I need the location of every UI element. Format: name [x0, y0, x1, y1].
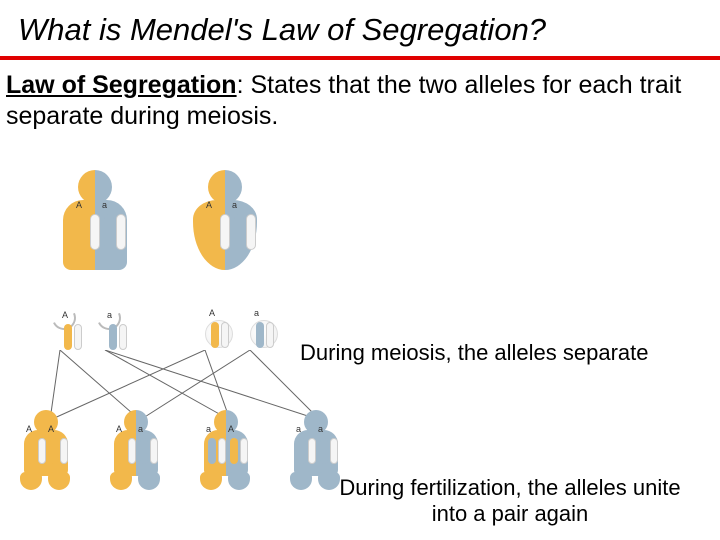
- chromosome-pair: a: [104, 214, 126, 250]
- chromosome-icon: A: [211, 322, 219, 348]
- chromosome-icon: [266, 322, 274, 348]
- chromosome-pair: a: [234, 214, 256, 250]
- chromosome-pair: a: [208, 438, 226, 464]
- allele-label: a: [318, 424, 323, 434]
- chromosome-pair: A: [50, 438, 68, 464]
- chromosome-icon: [90, 214, 100, 250]
- slide-title: What is Mendel's Law of Segregation?: [0, 0, 720, 56]
- parent-father: A a: [50, 170, 140, 290]
- baby-feet-icon: [20, 472, 70, 490]
- chromosome-icon: [119, 324, 127, 350]
- chromosome-icon: a: [208, 438, 216, 464]
- allele-label: a: [138, 424, 143, 434]
- chromosome-pair: A: [64, 324, 82, 350]
- allele-label: a: [296, 424, 301, 434]
- chromosome-pair: A: [78, 214, 100, 250]
- gamete-sperm: A: [60, 320, 90, 350]
- allele-label: A: [228, 424, 234, 434]
- chromosome-icon: A: [78, 214, 88, 250]
- caption-fertilization: During fertilization, the alleles unite …: [320, 475, 700, 528]
- allele-label: a: [206, 424, 211, 434]
- chromosome-pair: a: [109, 324, 127, 350]
- baby-feet-icon: [200, 472, 250, 490]
- caption-meiosis: During meiosis, the alleles separate: [300, 340, 649, 366]
- allele-label: A: [206, 200, 212, 210]
- allele-label: A: [48, 424, 54, 434]
- chromosome-icon: [74, 324, 82, 350]
- chromosome-icon: [220, 214, 230, 250]
- allele-label: A: [26, 424, 32, 434]
- chromosome-pair: a: [298, 438, 316, 464]
- chromosome-icon: [246, 214, 256, 250]
- chromosome-icon: [116, 214, 126, 250]
- allele-label: A: [209, 308, 215, 318]
- chromosome-pair: A: [208, 214, 230, 250]
- gamete-egg: A: [205, 320, 235, 350]
- chromosome-icon: a: [234, 214, 244, 250]
- chromosome-icon: a: [256, 322, 264, 348]
- allele-label: A: [116, 424, 122, 434]
- chromosome-icon: a: [109, 324, 117, 350]
- chromosome-icon: [150, 438, 158, 464]
- chromosome-icon: a: [320, 438, 328, 464]
- chromosome-pair: a: [320, 438, 338, 464]
- chromosome-pair: A: [118, 438, 136, 464]
- chromosome-icon: A: [118, 438, 126, 464]
- chromosome-icon: a: [298, 438, 306, 464]
- chromosome-icon: [38, 438, 46, 464]
- chromosome-icon: A: [208, 214, 218, 250]
- chromosome-icon: [240, 438, 248, 464]
- chromosome-icon: A: [28, 438, 36, 464]
- chromosome-icon: A: [50, 438, 58, 464]
- person-head-icon: [208, 170, 242, 204]
- chromosome-pair: A: [211, 322, 229, 348]
- chromosome-pair: a: [140, 438, 158, 464]
- allele-label: a: [102, 200, 107, 210]
- chromosome-icon: a: [140, 438, 148, 464]
- chromosome-icon: [128, 438, 136, 464]
- allele-label: A: [62, 310, 68, 320]
- chromosome-icon: a: [104, 214, 114, 250]
- chromosome-pair: A: [28, 438, 46, 464]
- definition-text: Law of Segregation: States that the two …: [0, 60, 720, 133]
- gamete-sperm: a: [105, 320, 135, 350]
- chromosome-icon: [218, 438, 226, 464]
- parent-mother: A a: [180, 170, 270, 290]
- definition-term: Law of Segregation: [6, 71, 237, 99]
- chromosome-icon: [330, 438, 338, 464]
- chromosome-pair: a: [256, 322, 274, 348]
- person-head-icon: [78, 170, 112, 204]
- chromosome-pair: A: [230, 438, 248, 464]
- gamete-egg: a: [250, 320, 280, 350]
- chromosome-icon: [221, 322, 229, 348]
- chromosome-icon: [60, 438, 68, 464]
- allele-label: A: [76, 200, 82, 210]
- baby-feet-icon: [110, 472, 160, 490]
- allele-label: a: [254, 308, 259, 318]
- chromosome-icon: A: [64, 324, 72, 350]
- allele-label: a: [232, 200, 237, 210]
- chromosome-icon: A: [230, 438, 238, 464]
- allele-label: a: [107, 310, 112, 320]
- chromosome-icon: [308, 438, 316, 464]
